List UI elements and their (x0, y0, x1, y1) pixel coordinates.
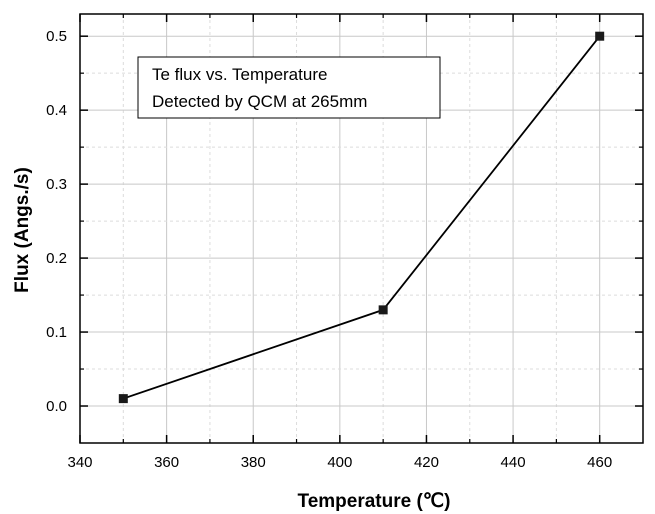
x-tick-label: 340 (67, 454, 92, 471)
y-tick-label: 0.4 (46, 102, 67, 119)
annotation-line-1: Te flux vs. Temperature (152, 65, 327, 84)
x-tick-label: 380 (241, 454, 266, 471)
y-tick-label: 0.1 (46, 324, 67, 341)
x-axis-ticks: 340 360 380 400 420 440 460 (67, 14, 612, 471)
data-point-marker (595, 31, 605, 41)
y-tick-label: 0.0 (46, 398, 67, 415)
y-axis-title: Flux (Angs./s) (12, 167, 33, 293)
annotation-box: Te flux vs. Temperature Detected by QCM … (137, 56, 441, 119)
y-tick-label: 0.2 (46, 250, 67, 267)
x-axis-title: Temperature (℃) (298, 491, 451, 512)
x-tick-label: 400 (327, 454, 352, 471)
plot-frame (79, 13, 644, 444)
x-tick-label: 360 (154, 454, 179, 471)
data-point-marker (118, 394, 128, 404)
x-tick-label: 420 (414, 454, 439, 471)
x-tick-label: 460 (587, 454, 612, 471)
y-tick-label: 0.5 (46, 28, 67, 45)
y-tick-label: 0.3 (46, 176, 67, 193)
data-point-marker (378, 305, 388, 315)
data-series (118, 31, 605, 404)
annotation-line-2: Detected by QCM at 265mm (152, 92, 367, 111)
x-tick-label: 440 (501, 454, 526, 471)
